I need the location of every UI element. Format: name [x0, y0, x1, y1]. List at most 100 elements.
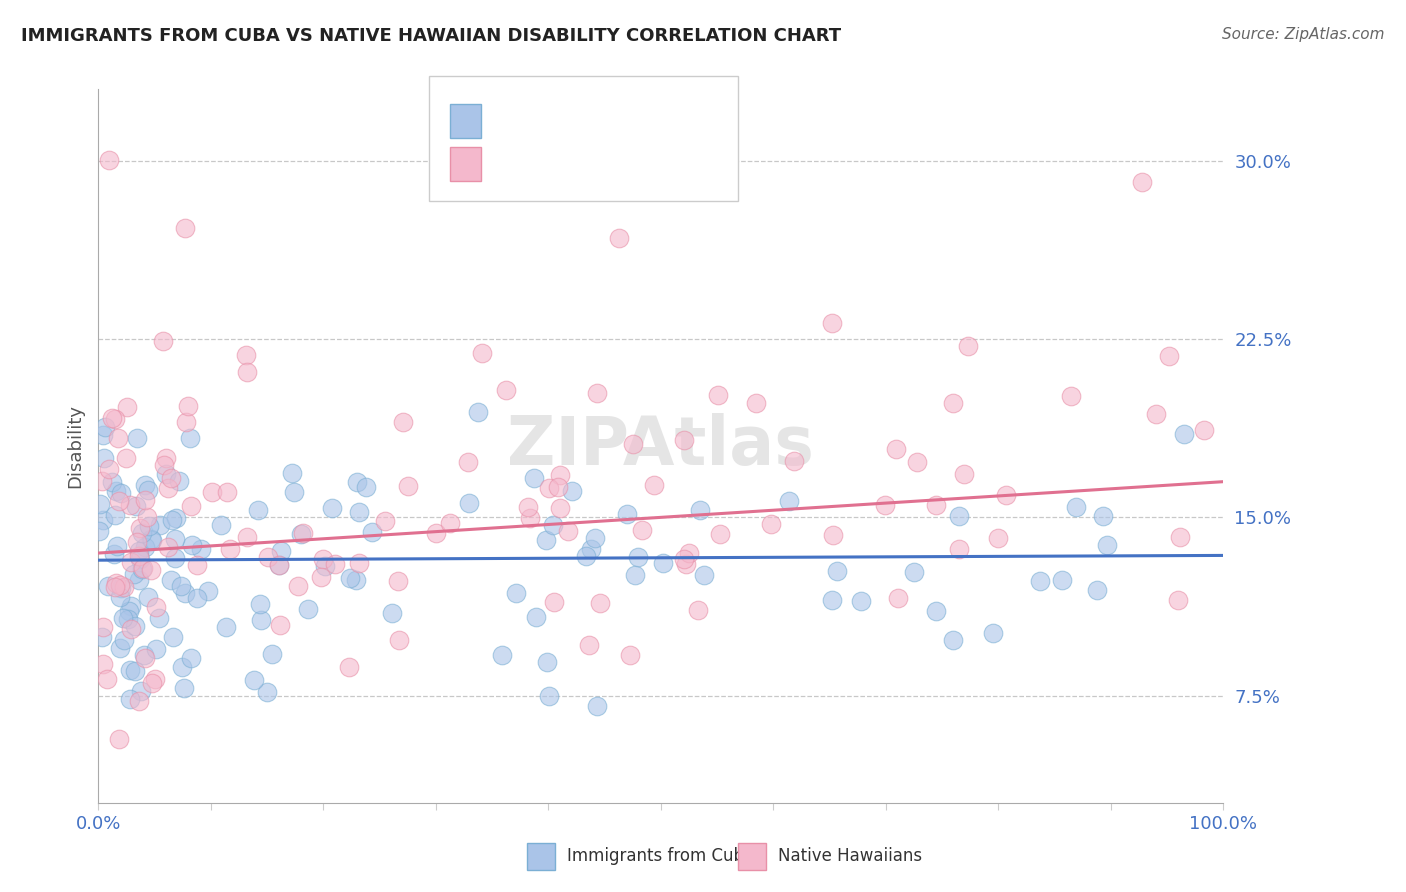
Point [536, 533, 558, 547]
Point [104, 508, 127, 522]
Point [148, 611, 170, 625]
Point [118, 663, 141, 677]
Point [125, 499, 148, 513]
Point [256, 685, 278, 699]
Y-axis label: Disability: Disability [66, 404, 84, 488]
Point [96, 672, 118, 686]
Point [287, 579, 309, 593]
Point [491, 648, 513, 663]
Point [339, 571, 361, 585]
Point [134, 540, 156, 554]
Point [523, 471, 546, 485]
Point [547, 479, 569, 493]
Point [215, 485, 238, 500]
Point [91, 630, 114, 644]
Point [297, 602, 319, 616]
Point [457, 496, 479, 510]
Point [651, 556, 673, 570]
Point [128, 549, 150, 564]
Point [321, 500, 343, 515]
Point [619, 648, 641, 662]
Point [167, 474, 190, 488]
Point [782, 454, 804, 468]
Point [186, 558, 208, 572]
Point [110, 581, 132, 595]
Point [745, 396, 768, 410]
Point [120, 622, 142, 636]
Point [924, 498, 946, 512]
Point [337, 660, 360, 674]
Text: Immigrants from Cuba: Immigrants from Cuba [567, 847, 754, 865]
Point [173, 221, 195, 235]
Point [91, 620, 114, 634]
Point [381, 606, 404, 620]
Point [457, 455, 479, 469]
Point [153, 458, 176, 472]
Point [138, 591, 160, 605]
Point [561, 483, 583, 498]
Point [159, 471, 181, 485]
Point [170, 660, 193, 674]
Point [575, 549, 598, 564]
Point [537, 689, 560, 703]
Point [579, 541, 602, 556]
Point [91, 428, 114, 442]
Point [292, 526, 315, 541]
Point [538, 482, 561, 496]
Point [180, 500, 202, 514]
Text: N =: N = [588, 154, 630, 173]
Point [589, 596, 612, 610]
Point [129, 521, 152, 535]
Point [925, 604, 948, 618]
Point [219, 541, 242, 556]
Point [1050, 573, 1073, 587]
Point [112, 611, 135, 625]
Text: 0.015: 0.015 [527, 112, 581, 130]
Point [94, 420, 117, 434]
Point [267, 558, 290, 573]
Point [118, 604, 141, 618]
Point [134, 493, 156, 508]
Point [138, 483, 160, 497]
Point [181, 538, 204, 552]
Point [673, 433, 696, 447]
Point [156, 541, 179, 555]
Point [107, 431, 129, 445]
Point [627, 550, 650, 565]
Point [173, 681, 195, 695]
Point [134, 651, 156, 665]
Point [374, 514, 396, 528]
Point [519, 511, 541, 525]
Point [215, 620, 238, 634]
Point [128, 543, 150, 558]
Point [1159, 349, 1181, 363]
Point [138, 519, 160, 533]
Point [101, 410, 124, 425]
Point [128, 693, 150, 707]
Point [104, 412, 127, 426]
Point [550, 468, 572, 483]
Point [129, 683, 152, 698]
Point [131, 562, 153, 576]
Point [942, 632, 965, 647]
Point [160, 513, 183, 527]
Point [93, 657, 115, 672]
Point [517, 500, 540, 515]
Point [607, 231, 630, 245]
Point [235, 365, 257, 379]
Point [439, 516, 461, 530]
Point [141, 675, 163, 690]
Point [524, 610, 547, 624]
Point [849, 594, 872, 608]
Point [139, 532, 162, 546]
Point [186, 591, 208, 605]
Text: Source: ZipAtlas.com: Source: ZipAtlas.com [1222, 27, 1385, 42]
Point [360, 525, 382, 540]
Text: IMMIGRANTS FROM CUBA VS NATIVE HAWAIIAN DISABILITY CORRELATION CHART: IMMIGRANTS FROM CUBA VS NATIVE HAWAIIAN … [21, 27, 841, 45]
Point [118, 692, 141, 706]
Point [495, 383, 517, 397]
Point [1192, 424, 1215, 438]
Point [117, 612, 139, 626]
Point [131, 526, 153, 541]
Point [145, 600, 167, 615]
